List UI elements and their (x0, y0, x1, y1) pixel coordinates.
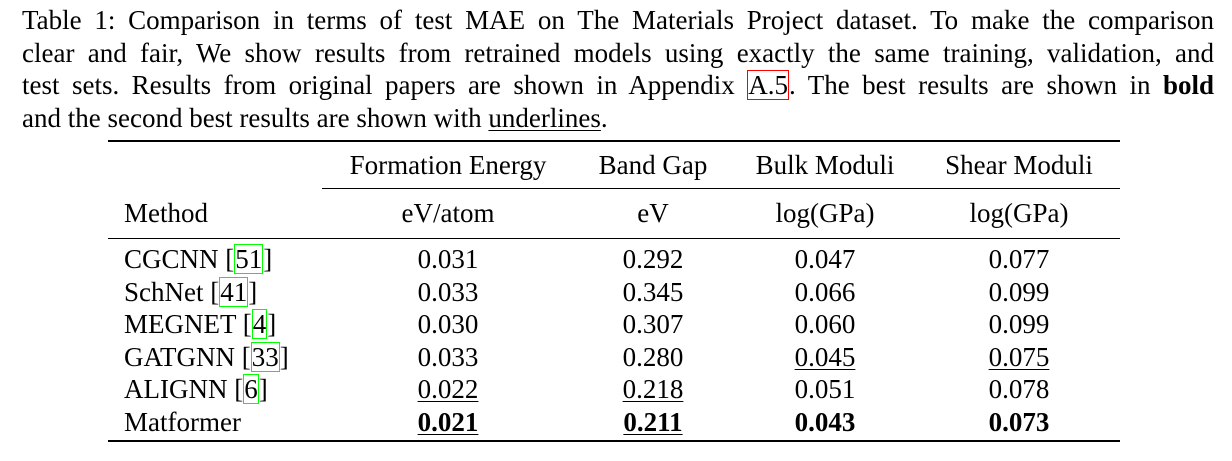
value-cell: 0.051 (794, 374, 856, 404)
method-cell: ALIGNN [6] (124, 374, 268, 404)
value-cell: 0.031 (417, 244, 479, 274)
col-header-formation-energy: Formation Energy (322, 141, 574, 189)
col-header-band-gap: Band Gap (574, 141, 732, 189)
value-cell: 0.033 (417, 341, 479, 372)
value-cell: 0.307 (622, 309, 684, 339)
value-cell: 0.033 (417, 276, 479, 307)
caption-line-3: test sets. Results from original papers … (22, 69, 1214, 102)
caption-line-2: clear and fair, We show results from ret… (22, 37, 1214, 68)
value-cell-best: 0.021 (322, 406, 574, 442)
caption-line-4: and the second best results are shown wi… (22, 102, 1214, 135)
method-cell: CGCNN [51] (124, 244, 273, 274)
caption-text: and the second best results are shown wi… (22, 102, 489, 133)
underlined-value: 0.218 (622, 374, 684, 404)
appendix-link[interactable]: A.5 (747, 70, 790, 100)
table-row: GATGNN [33] 0.033 0.280 0.045 0.075 (108, 341, 1120, 374)
table-row: CGCNN [51] 0.031 0.292 0.047 0.077 (108, 238, 1120, 276)
method-cell: Matformer (124, 406, 241, 437)
underlined-value: 0.045 (794, 341, 856, 372)
method-name: GATGNN (124, 341, 242, 372)
caption-text: . (600, 102, 608, 133)
bold-underlined-value: 0.021 (417, 406, 479, 437)
value-cell-best: 0.211 (574, 406, 732, 442)
value-cell: 0.099 (988, 309, 1050, 339)
header-empty (108, 141, 322, 189)
header-row-names: Formation Energy Band Gap Bulk Moduli Sh… (108, 141, 1120, 189)
value-cell: 0.047 (794, 244, 856, 274)
unit-shear-moduli: log(GPa) (969, 198, 1069, 228)
citation-link[interactable]: 41 (219, 276, 249, 307)
method-cell: MEGNET [4] (124, 309, 277, 339)
value-cell: 0.292 (622, 244, 684, 274)
col-header-bulk-moduli: Bulk Moduli (732, 141, 918, 189)
results-table: Formation Energy Band Gap Bulk Moduli Sh… (108, 140, 1120, 442)
caption-text: . The best results are shown in (789, 70, 1163, 100)
unit-formation-energy: eV/atom (401, 198, 495, 228)
method-cell: SchNet [41] (124, 276, 258, 307)
value-cell-best: 0.043 (794, 406, 856, 437)
value-cell: 0.099 (988, 276, 1050, 307)
unit-band-gap: eV (637, 198, 669, 228)
value-cell: 0.280 (622, 341, 684, 372)
caption-text: test sets. Results from original papers … (22, 70, 748, 100)
value-cell: 0.066 (794, 276, 856, 307)
value-cell-second-best: 0.075 (918, 341, 1120, 374)
value-cell: 0.077 (988, 244, 1050, 274)
table-row: Matformer 0.021 0.211 0.043 0.073 (108, 406, 1120, 442)
citation-link[interactable]: 6 (243, 374, 259, 404)
caption-bold-word: bold (1162, 70, 1214, 100)
table-row: ALIGNN [6] 0.022 0.218 0.051 0.078 (108, 373, 1120, 406)
caption-underline-word: underlines (488, 102, 601, 133)
col-header-shear-moduli: Shear Moduli (918, 141, 1120, 189)
col-header-method: Method (124, 197, 208, 228)
citation-link[interactable]: 4 (251, 309, 268, 339)
caption-line-1: Table 1: Comparison in terms of test MAE… (22, 5, 1214, 35)
value-cell: 0.060 (794, 309, 856, 339)
method-cell: GATGNN [33] (124, 341, 289, 372)
citation-link[interactable]: 33 (250, 341, 280, 372)
citation-link[interactable]: 51 (234, 244, 264, 274)
value-cell-second-best: 0.218 (574, 373, 732, 406)
bold-underlined-value: 0.211 (623, 406, 683, 437)
underlined-value: 0.022 (417, 374, 479, 404)
method-name: ALIGNN (124, 374, 235, 404)
value-cell-best: 0.073 (988, 406, 1050, 437)
value-cell-second-best: 0.022 (322, 373, 574, 406)
table-row: MEGNET [4] 0.030 0.307 0.060 0.099 (108, 308, 1120, 341)
value-cell: 0.078 (988, 374, 1050, 404)
value-cell: 0.030 (417, 309, 479, 339)
underlined-value: 0.075 (988, 341, 1050, 372)
method-name: CGCNN (124, 244, 226, 274)
unit-bulk-moduli: log(GPa) (775, 198, 875, 228)
method-name: SchNet (124, 276, 211, 307)
table-row: SchNet [41] 0.033 0.345 0.066 0.099 (108, 276, 1120, 309)
header-row-units: Method eV/atom eV log(GPa) log(GPa) (108, 189, 1120, 239)
value-cell-second-best: 0.045 (732, 341, 918, 374)
value-cell: 0.345 (622, 276, 684, 307)
method-name: MEGNET (124, 309, 243, 339)
table-caption: Table 1: Comparison in terms of test MAE… (22, 4, 1214, 134)
